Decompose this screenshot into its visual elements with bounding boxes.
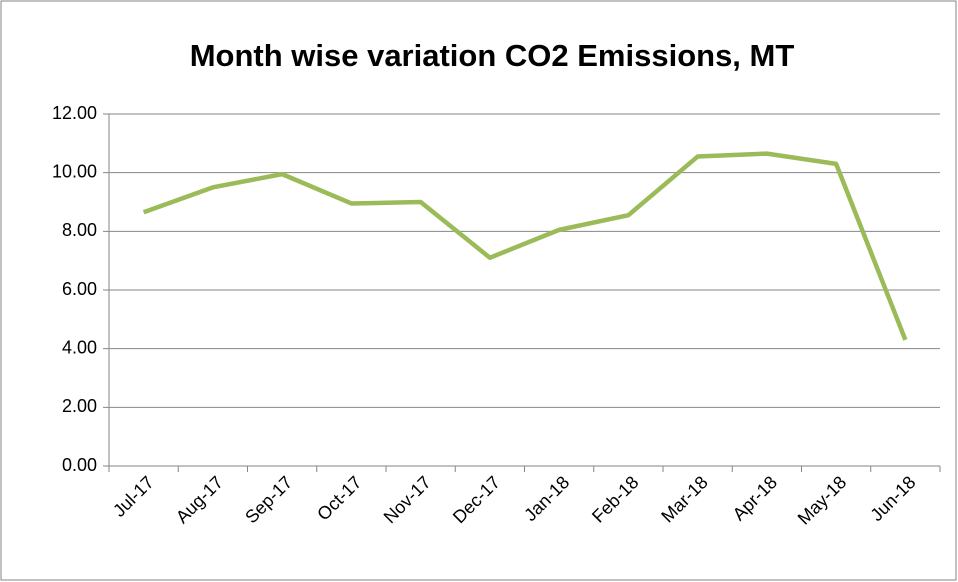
y-tick-label: 4.00 (62, 337, 97, 357)
y-tick-label: 0.00 (62, 455, 97, 475)
y-tick-label: 8.00 (62, 220, 97, 240)
y-tick-label: 10.00 (52, 161, 97, 181)
y-tick-label: 2.00 (62, 396, 97, 416)
y-tick-label: 12.00 (52, 103, 97, 123)
data-line (142, 151, 908, 341)
chart-title: Month wise variation CO2 Emissions, MT (190, 38, 795, 73)
y-tick-label: 6.00 (62, 279, 97, 299)
